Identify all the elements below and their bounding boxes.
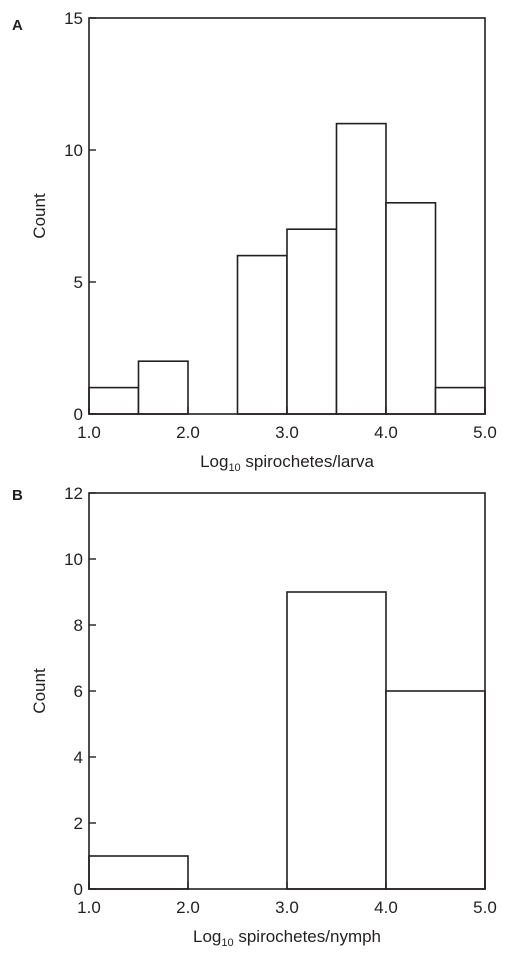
panel-b-x-axis-title-subscript: 10 <box>221 937 233 949</box>
panel-a-y-tick-label-1: 0 <box>74 405 83 424</box>
panel-b-x-axis-title-prefix: Log <box>193 927 221 946</box>
panel-a-y-axis-title: Count <box>30 193 49 239</box>
panel-a-y-tick-label-2: 5 <box>74 273 83 292</box>
panel-a-bar-6 <box>335 122 387 415</box>
panel-a-x-tick-label-2: 2.0 <box>176 423 200 442</box>
panel-a-bars <box>88 122 486 415</box>
panel-b-bars <box>88 591 486 890</box>
panel-b-x-axis-title: Log10 spirochetes/nymph <box>193 927 381 949</box>
panel-b-bar-1 <box>88 855 189 890</box>
panel-b-x-tick-label-1: 1.0 <box>77 898 101 917</box>
panel-b-label: B <box>12 487 23 504</box>
panel-a-x-tick-label-3: 3.0 <box>275 423 299 442</box>
panel-a-bar-5 <box>286 228 338 415</box>
panel-a-y-tick-label-4: 15 <box>64 9 83 28</box>
panel-a-plot-frame <box>88 17 486 415</box>
panel-a-bar-1 <box>88 386 140 415</box>
panel-a-ticks: 1.0 2.0 3.0 4.0 5.0 0 5 10 15 <box>64 9 497 442</box>
panel-a-x-axis-title-prefix: Log <box>200 452 228 471</box>
panel-b-y-tick-label-3: 4 <box>74 748 83 767</box>
panel-b-y-axis-title: Count <box>30 668 49 714</box>
panel-a-label: A <box>12 17 23 34</box>
panel-b-y-tick-label-7: 12 <box>64 484 83 503</box>
panel-b-y-tick-label-6: 10 <box>64 550 83 569</box>
panel-a-x-axis-title: Log10 spirochetes/larva <box>200 452 374 474</box>
panel-a-bar-2 <box>137 360 189 415</box>
panel-b-y-tick-label-1: 0 <box>74 880 83 899</box>
panel-b-bar-3 <box>286 591 387 890</box>
panel-b-x-axis-title-suffix: spirochetes/nymph <box>234 927 381 946</box>
panel-b-plot-frame <box>88 492 486 890</box>
panel-a-y-tick-label-3: 10 <box>64 141 83 160</box>
panel-a-bar-7 <box>385 202 437 415</box>
panel-b-y-tick-label-5: 8 <box>74 616 83 635</box>
panel-b-y-tick-label-2: 2 <box>74 814 83 833</box>
panel-a-x-tick-label-5: 5.0 <box>473 423 497 442</box>
panel-a-x-tick-label-4: 4.0 <box>374 423 398 442</box>
panel-b-x-tick-label-3: 3.0 <box>275 898 299 917</box>
panel-b-x-tick-label-5: 5.0 <box>473 898 497 917</box>
panel-b-x-tick-label-4: 4.0 <box>374 898 398 917</box>
panel-a-x-axis-title-suffix: spirochetes/larva <box>241 452 375 471</box>
panel-b-bar-4 <box>385 690 486 890</box>
panel-b-y-tick-label-4: 6 <box>74 682 83 701</box>
panel-a-bar-4 <box>236 254 288 415</box>
panel-a-x-tick-label-1: 1.0 <box>77 423 101 442</box>
panel-b-x-tick-label-2: 2.0 <box>176 898 200 917</box>
panel-a-bar-8 <box>434 386 486 415</box>
panel-a-x-axis-title-subscript: 10 <box>228 462 240 474</box>
